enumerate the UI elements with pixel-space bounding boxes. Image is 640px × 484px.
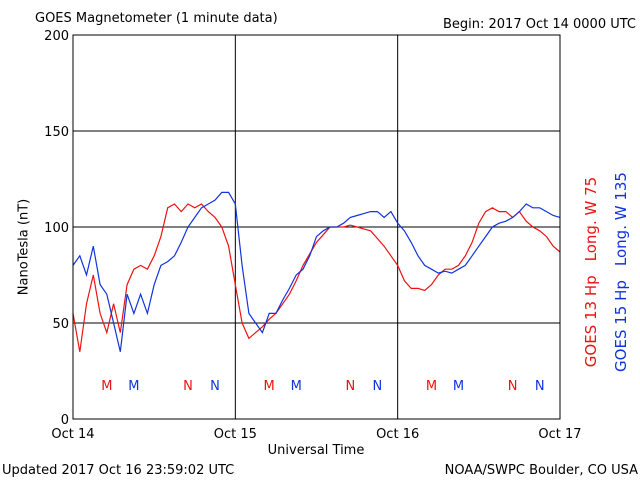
legend-longitude: Long. W 75: [582, 177, 600, 262]
legend-name: GOES 13 Hp: [582, 275, 600, 367]
local-time-marker: M: [128, 379, 139, 394]
plot-frame: [72, 34, 561, 420]
local-time-marker: M: [264, 379, 275, 394]
y-tick-label: 0: [61, 413, 69, 428]
local-time-marker: N: [508, 379, 518, 394]
local-time-marker: M: [426, 379, 437, 394]
local-time-marker: N: [373, 379, 383, 394]
local-time-marker: M: [101, 379, 112, 394]
series-line: [72, 203, 561, 352]
footer-left: Updated 2017 Oct 16 23:59:02 UTC: [2, 463, 234, 478]
y-tick-label: 200: [44, 29, 69, 44]
local-time-marker: M: [453, 379, 464, 394]
legend-name: GOES 15 Hp: [612, 280, 630, 372]
y-tick-label: 100: [44, 221, 69, 236]
y-tick-label: 150: [44, 125, 69, 140]
y-tick-label: 50: [52, 317, 69, 332]
x-tick-label: Oct 16: [376, 427, 419, 442]
local-time-marker: N: [535, 379, 545, 394]
x-tick-label: Oct 14: [51, 427, 94, 442]
local-time-marker: N: [183, 379, 193, 394]
series-line: [72, 191, 561, 352]
legend-entry: GOES 15 Hp Long. W 135: [612, 172, 630, 372]
footer-right: NOAA/SWPC Boulder, CO USA: [445, 463, 638, 478]
x-tick-label: Oct 15: [214, 427, 257, 442]
local-time-marker: M: [291, 379, 302, 394]
chart-subtitle: Begin: 2017 Oct 14 0000 UTC: [443, 17, 636, 32]
chart-title: GOES Magnetometer (1 minute data): [35, 11, 278, 26]
legend-entry: GOES 13 Hp Long. W 75: [582, 177, 600, 367]
y-axis-label: NanoTesla (nT): [17, 199, 32, 295]
x-tick-label: Oct 17: [538, 427, 581, 442]
local-time-marker: N: [210, 379, 220, 394]
local-time-marker: N: [345, 379, 355, 394]
x-axis-label: Universal Time: [268, 443, 365, 458]
legend-longitude: Long. W 135: [612, 172, 630, 266]
